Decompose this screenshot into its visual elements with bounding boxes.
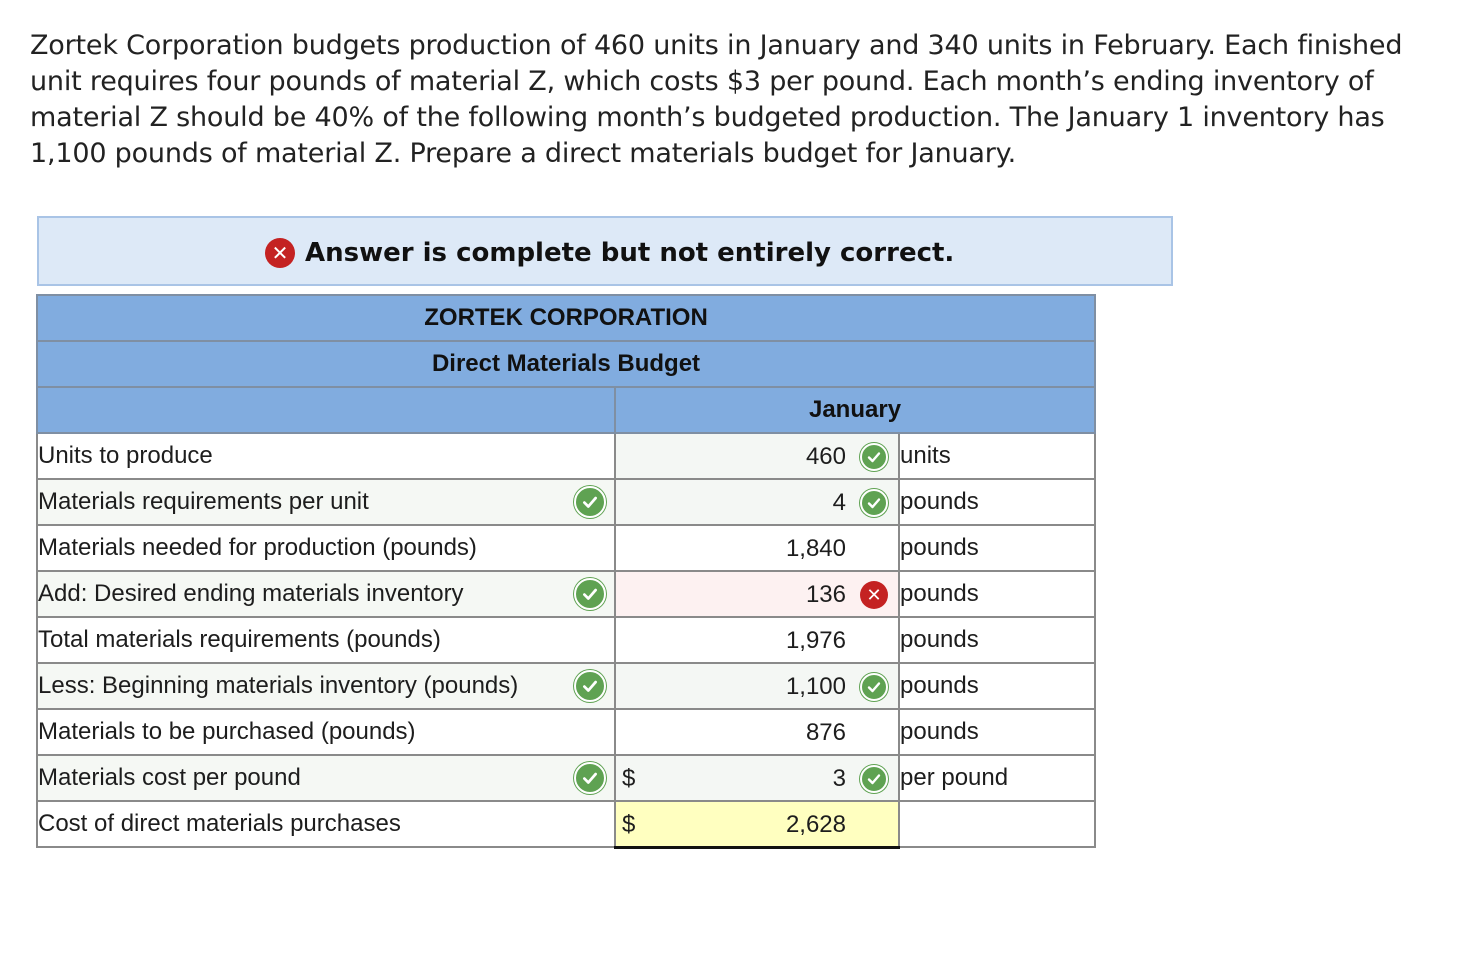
- unit-label: per pound: [897, 754, 1097, 802]
- checkmark-icon: [860, 489, 888, 517]
- row-label-dropdown[interactable]: Materials requirements per unit: [36, 478, 616, 526]
- value-text: 460: [805, 443, 846, 470]
- unit-label: pounds: [897, 524, 1097, 572]
- value-cell: 876: [614, 708, 900, 756]
- row-label-dropdown[interactable]: Materials cost per pound: [36, 754, 616, 802]
- row-label-dropdown[interactable]: Less: Beginning materials inventory (pou…: [36, 662, 616, 710]
- value-text: 876: [805, 719, 846, 746]
- row-label: Total materials requirements (pounds): [38, 626, 441, 653]
- row-label: Units to produce: [38, 442, 213, 469]
- x-circle-icon: ✕: [265, 238, 295, 268]
- unit-label: pounds: [897, 616, 1097, 664]
- value-input[interactable]: 460: [614, 432, 900, 480]
- row-label-dropdown[interactable]: Add: Desired ending materials inventory: [36, 570, 616, 618]
- unit-label: pounds: [897, 708, 1097, 756]
- checkmark-icon: [860, 673, 888, 701]
- value-text: 3: [832, 765, 846, 792]
- table-row: Materials needed for production (pounds)…: [36, 524, 1097, 572]
- checkmark-icon: [860, 765, 888, 793]
- unit-label: units: [897, 432, 1097, 480]
- table-row: Less: Beginning materials inventory (pou…: [36, 662, 1097, 710]
- table-row: Cost of direct materials purchases $ 2,6…: [36, 800, 1097, 849]
- company-name: ZORTEK CORPORATION: [35, 294, 1097, 342]
- result-banner: ✕ Answer is complete but not entirely co…: [37, 216, 1173, 286]
- total-value-cell: $ 2,628: [614, 800, 900, 849]
- direct-materials-budget-table: ZORTEK CORPORATION Direct Materials Budg…: [35, 294, 1097, 849]
- x-circle-icon: ✕: [860, 581, 888, 609]
- value-input[interactable]: 136 ✕: [614, 570, 900, 618]
- row-label-cell: Total materials requirements (pounds): [36, 616, 616, 664]
- checkmark-icon: [860, 443, 888, 471]
- value-text: 4: [832, 489, 846, 516]
- table-row: Materials cost per pound $ 3 per pound: [36, 754, 1097, 802]
- value-cell: 1,840: [614, 524, 900, 572]
- checkmark-icon: [574, 670, 606, 702]
- currency-symbol: $: [622, 811, 636, 838]
- header-blank: [36, 386, 616, 434]
- unit-label: pounds: [897, 662, 1097, 710]
- table-row: Units to produce 460 units: [36, 432, 1097, 480]
- row-label: Add: Desired ending materials inventory: [38, 580, 464, 607]
- checkmark-icon: [574, 762, 606, 794]
- checkmark-icon: [574, 578, 606, 610]
- row-label: Less: Beginning materials inventory (pou…: [38, 672, 519, 699]
- result-banner-text: Answer is complete but not entirely corr…: [305, 238, 955, 268]
- table-row: Materials requirements per unit 4 pounds: [36, 478, 1097, 526]
- value-text: 1,100: [785, 673, 846, 700]
- unit-label: pounds: [897, 570, 1097, 618]
- question-text: Zortek Corporation budgets production of…: [30, 30, 1403, 169]
- currency-symbol: $: [622, 765, 636, 792]
- column-header-january: January: [613, 386, 1097, 434]
- table-row: Total materials requirements (pounds) 1,…: [36, 616, 1097, 664]
- row-label: Materials cost per pound: [38, 764, 301, 791]
- value-input[interactable]: $ 3: [614, 754, 900, 802]
- value-text: 136: [805, 581, 846, 608]
- table-row: Add: Desired ending materials inventory …: [36, 570, 1097, 618]
- budget-title: Direct Materials Budget: [35, 340, 1097, 388]
- checkmark-icon: [574, 486, 606, 518]
- row-label: Materials to be purchased (pounds): [38, 718, 416, 745]
- row-label-cell: Cost of direct materials purchases: [36, 800, 616, 848]
- row-label-cell: Materials to be purchased (pounds): [36, 708, 616, 756]
- value-text: 1,976: [785, 627, 846, 654]
- row-label-cell: Materials needed for production (pounds): [36, 524, 616, 572]
- row-label: Materials needed for production (pounds): [38, 534, 477, 561]
- value-text: 1,840: [785, 535, 846, 562]
- unit-label: [897, 800, 1097, 848]
- value-input[interactable]: 4: [614, 478, 900, 526]
- row-label-cell: Units to produce: [36, 432, 616, 480]
- table-row: Materials to be purchased (pounds) 876 p…: [36, 708, 1097, 756]
- value-text: 2,628: [785, 811, 846, 838]
- row-label: Materials requirements per unit: [38, 488, 369, 515]
- unit-label: pounds: [897, 478, 1097, 526]
- value-input[interactable]: 1,100: [614, 662, 900, 710]
- value-cell: 1,976: [614, 616, 900, 664]
- row-label: Cost of direct materials purchases: [38, 810, 401, 837]
